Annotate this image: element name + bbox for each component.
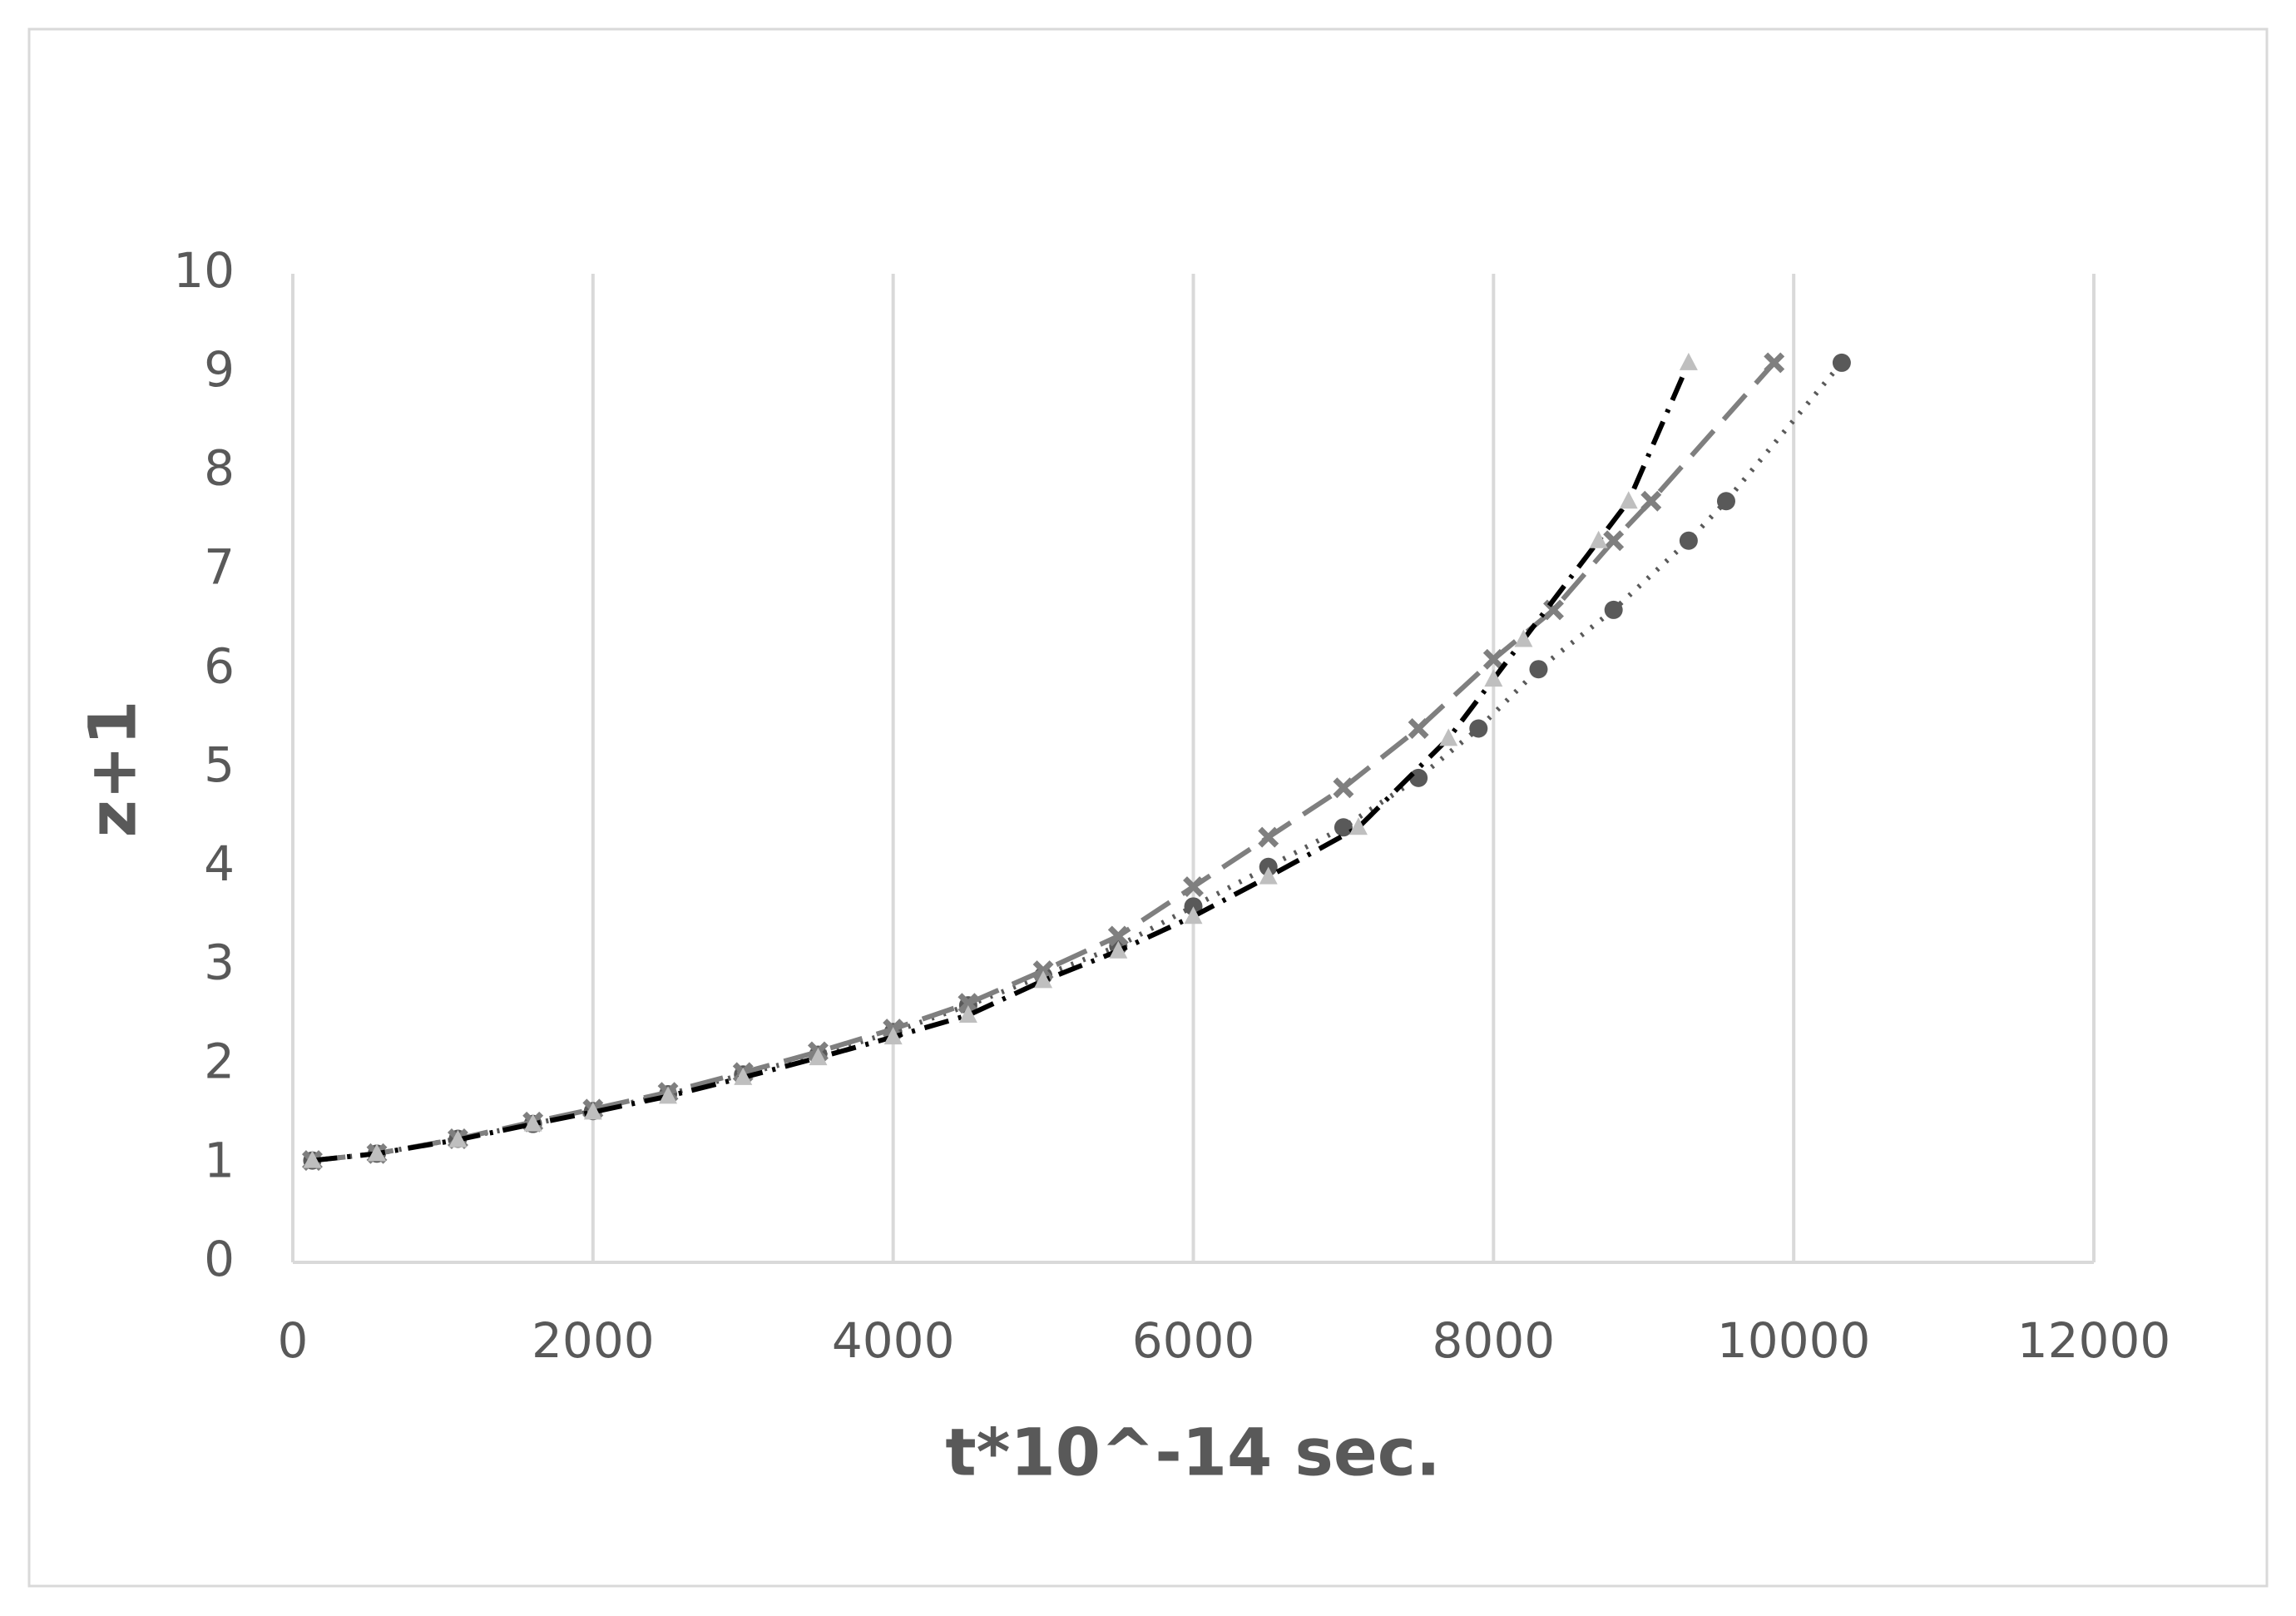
point	[1514, 629, 1533, 647]
point	[1603, 530, 1625, 552]
y-tick-label: 10	[173, 242, 235, 299]
point	[734, 1067, 753, 1085]
x-tick-label: 8000	[1433, 1312, 1556, 1369]
point	[958, 1005, 977, 1023]
point	[1348, 817, 1368, 835]
point	[368, 1143, 387, 1162]
x-tick-label: 0	[278, 1312, 309, 1369]
point	[1333, 777, 1354, 799]
point	[1832, 353, 1851, 372]
point	[1408, 718, 1429, 739]
point	[523, 1113, 542, 1132]
point	[448, 1129, 468, 1148]
point	[957, 993, 979, 1014]
y-tick-label: 7	[204, 539, 235, 596]
point	[1259, 866, 1278, 885]
y-tick-label: 4	[204, 835, 235, 892]
y-tick-label: 1	[204, 1132, 235, 1188]
point	[1107, 925, 1129, 947]
point	[1619, 491, 1638, 509]
point	[1716, 492, 1735, 511]
chart-border	[27, 27, 2269, 1588]
y-tick-label: 3	[204, 934, 235, 991]
x-tick-label: 6000	[1132, 1312, 1255, 1369]
y-tick-label: 9	[204, 341, 235, 398]
point	[1679, 531, 1698, 550]
point	[303, 1150, 322, 1168]
y-tick-label: 2	[204, 1034, 235, 1090]
y-tick-label: 0	[204, 1231, 235, 1287]
point	[1258, 826, 1279, 848]
point	[659, 1086, 678, 1104]
point	[809, 1048, 828, 1066]
point	[1764, 352, 1785, 374]
point	[1529, 660, 1548, 679]
point	[1439, 728, 1458, 746]
point	[1183, 876, 1204, 898]
point	[1034, 970, 1053, 989]
point	[1589, 530, 1608, 548]
y-tick-label: 6	[204, 637, 235, 694]
x-tick-label: 4000	[832, 1312, 955, 1369]
point	[1469, 719, 1488, 738]
y-tick-label: 8	[204, 440, 235, 497]
point	[1109, 940, 1128, 959]
point	[583, 1102, 602, 1120]
point	[883, 1027, 903, 1045]
point	[1409, 768, 1428, 787]
point	[1484, 669, 1503, 687]
x-tick-label: 2000	[532, 1312, 655, 1369]
point	[1679, 352, 1698, 370]
x-tick-label: 10000	[1717, 1312, 1871, 1369]
y-tick-label: 5	[204, 736, 235, 793]
y-axis-title: z+1	[76, 700, 151, 837]
x-axis-title: t*10^-14 sec.	[945, 1415, 1440, 1490]
point	[1640, 490, 1662, 512]
point	[1184, 906, 1203, 924]
point	[1334, 818, 1353, 837]
point	[1482, 648, 1504, 670]
series-line	[312, 361, 1691, 1163]
point	[1604, 600, 1623, 619]
x-tick-label: 12000	[2017, 1312, 2171, 1369]
